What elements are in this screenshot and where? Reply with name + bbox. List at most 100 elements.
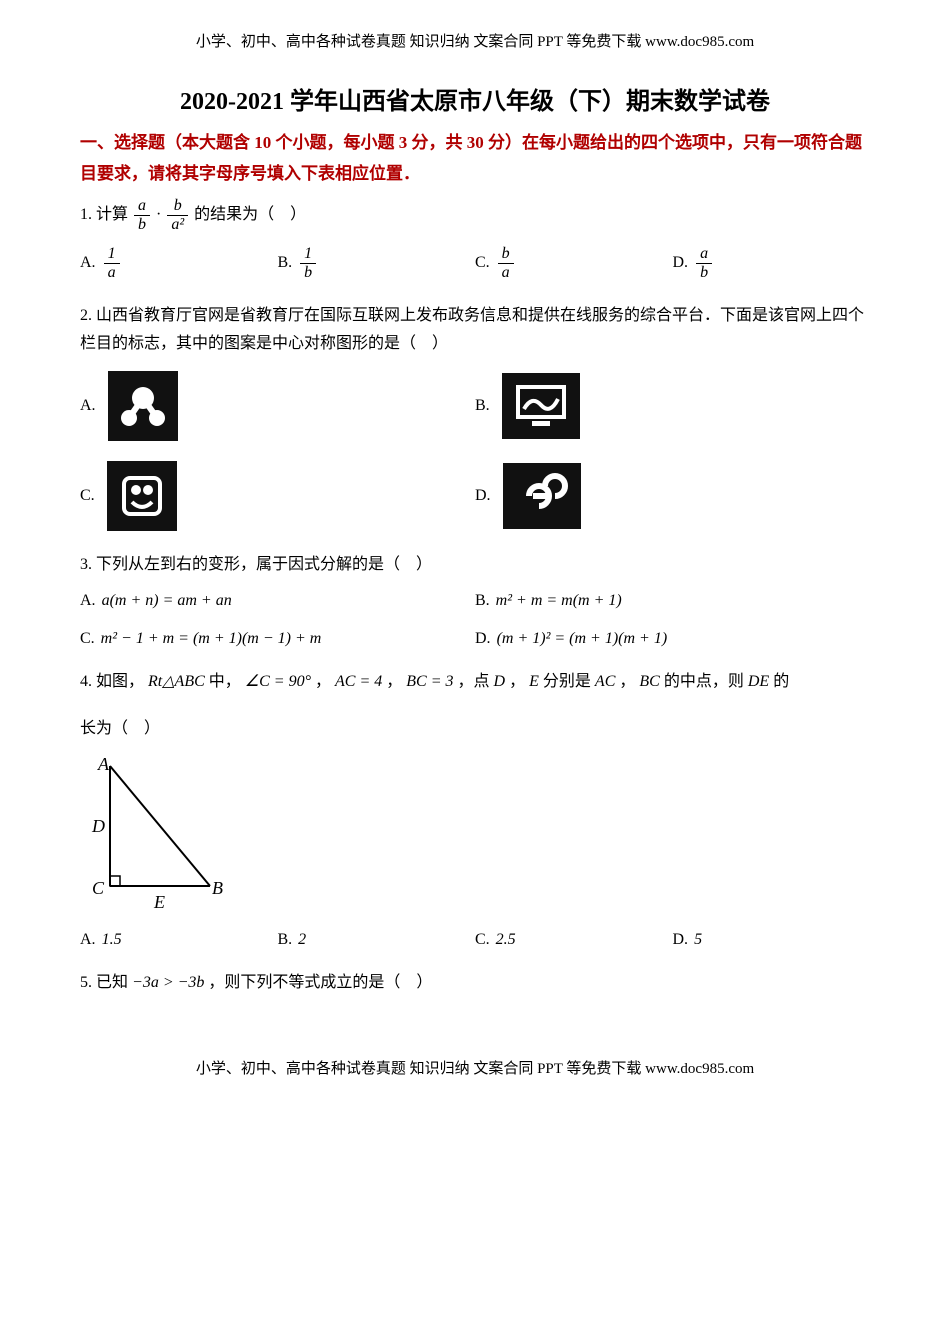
q4-optC: C. 2.5	[475, 931, 673, 949]
q1-frac2: b a²	[167, 197, 188, 233]
q1-options: A. 1a B. 1b C. ba D. ab	[80, 245, 870, 281]
q3-optD-expr: (m + 1)² = (m + 1)(m + 1)	[497, 630, 668, 648]
svg-text:A: A	[97, 756, 110, 774]
q1-optA-label: A.	[80, 254, 96, 272]
q4-p1: 4. 如图，	[80, 673, 144, 690]
q1-A-num: 1	[104, 245, 120, 264]
q4-optB-val: 2	[298, 931, 306, 949]
q4-acl: AC	[595, 673, 615, 690]
q4-p3: 分别是	[543, 673, 591, 690]
q4-c1: ，	[315, 673, 331, 690]
q4-bcl: BC	[639, 673, 659, 690]
q2-optA-label: A.	[80, 397, 96, 415]
q4-de: DE	[748, 673, 769, 690]
question-5: 5. 已知 −3a > −3b ，则下列不等式成立的是（ ）	[80, 969, 870, 998]
q2-optA: A.	[80, 371, 475, 441]
q5-expr: −3a > −3b	[132, 974, 204, 991]
q1-C-den: a	[498, 264, 514, 282]
q5-p1: 5. 已知	[80, 974, 128, 991]
q4-figure: A D C E B	[80, 756, 870, 921]
q4-optA-label: A.	[80, 931, 96, 949]
q4-e: E	[529, 673, 539, 690]
q4-rt: Rt△ABC	[148, 673, 205, 690]
q3-optA: A. a(m + n) = am + an	[80, 592, 475, 610]
page-footer: 小学、初中、高中各种试卷真题 知识归纳 文案合同 PPT 等免费下载 www.d…	[80, 1057, 870, 1078]
q2-optB-label: B.	[475, 397, 490, 415]
q1-B-den: b	[300, 264, 316, 282]
q1-D-num: a	[696, 245, 712, 264]
q2-optC: C.	[80, 461, 475, 531]
q4-d: D	[494, 673, 506, 690]
q4-len: 长为（ ）	[80, 715, 870, 744]
question-3: 3. 下列从左到右的变形，属于因式分解的是（ ）	[80, 551, 870, 580]
q3-optC: C. m² − 1 + m = (m + 1)(m − 1) + m	[80, 630, 475, 648]
svg-text:C: C	[92, 878, 105, 898]
exam-title: 2020-2021 学年山西省太原市八年级（下）期末数学试卷	[80, 81, 870, 116]
q4-optA: A. 1.5	[80, 931, 278, 949]
q3-optC-expr: m² − 1 + m = (m + 1)(m − 1) + m	[101, 630, 322, 648]
q4-c3: ，点	[458, 673, 490, 690]
q4-optD: D. 5	[673, 931, 871, 949]
q1-frac1-num: a	[134, 197, 150, 216]
q2-iconA	[108, 371, 178, 441]
q1-A-den: a	[104, 264, 120, 282]
q1-optD-label: D.	[673, 254, 689, 272]
q3-optD-label: D.	[475, 630, 491, 648]
q1-optB-label: B.	[278, 254, 293, 272]
q4-p4: 的中点，则	[664, 673, 744, 690]
q2-optB: B.	[475, 371, 870, 441]
svg-text:D: D	[91, 816, 105, 836]
q1-frac1: a b	[134, 197, 150, 233]
q1-optA: A. 1a	[80, 245, 278, 281]
q1-frac2-den: a²	[167, 216, 188, 234]
q5-p2: ，则下列不等式成立的是（ ）	[208, 974, 432, 991]
q1-B-num: 1	[300, 245, 316, 264]
svg-text:B: B	[212, 878, 223, 898]
q4-c5: ，	[619, 673, 635, 690]
svg-text:E: E	[153, 892, 165, 912]
q2-iconC	[107, 461, 177, 531]
question-4: 4. 如图， Rt△ABC 中， ∠C = 90° ， AC = 4 ， BC …	[80, 668, 870, 744]
q3-optD: D. (m + 1)² = (m + 1)(m + 1)	[475, 630, 870, 648]
q2-optD-label: D.	[475, 487, 491, 505]
q4-optD-label: D.	[673, 931, 689, 949]
q3-optA-label: A.	[80, 592, 96, 610]
q1-optB: B. 1b	[278, 245, 476, 281]
q4-bc: BC = 3	[406, 673, 453, 690]
q4-options: A. 1.5 B. 2 C. 2.5 D. 5	[80, 931, 870, 949]
q4-angle: ∠C = 90°	[245, 673, 311, 690]
q3-optB: B. m² + m = m(m + 1)	[475, 592, 870, 610]
q2-optD: D.	[475, 461, 870, 531]
q1-prefix: 1. 计算	[80, 206, 128, 223]
page-header: 小学、初中、高中各种试卷真题 知识归纳 文案合同 PPT 等免费下载 www.d…	[80, 30, 870, 51]
q1-frac2-num: b	[167, 197, 188, 216]
q3-optB-expr: m² + m = m(m + 1)	[496, 592, 622, 610]
q1-frac1-den: b	[134, 216, 150, 234]
q4-p2: 中，	[209, 673, 241, 690]
q3-options: A. a(m + n) = am + an B. m² + m = m(m + …	[80, 592, 870, 668]
q2-optC-label: C.	[80, 487, 95, 505]
q4-optD-val: 5	[694, 931, 702, 949]
q3-optA-expr: a(m + n) = am + an	[102, 592, 232, 610]
q1-optD: D. ab	[673, 245, 871, 281]
q1-suffix: 的结果为（ ）	[194, 206, 306, 223]
q1-dot: ·	[156, 206, 161, 223]
q4-optC-label: C.	[475, 931, 490, 949]
q1-optC-label: C.	[475, 254, 490, 272]
question-1: 1. 计算 a b · b a² 的结果为（ ）	[80, 197, 870, 233]
q2-iconD	[503, 463, 581, 529]
q4-p5: 的	[773, 673, 789, 690]
q4-c4: ，	[509, 673, 525, 690]
q4-optB: B. 2	[278, 931, 476, 949]
q1-D-den: b	[696, 264, 712, 282]
q4-optA-val: 1.5	[102, 931, 122, 949]
q1-optC: C. ba	[475, 245, 673, 281]
q4-ac: AC = 4	[335, 673, 382, 690]
section-1-header: 一、选择题（本大题含 10 个小题，每小题 3 分，共 30 分）在每小题给出的…	[80, 128, 870, 189]
q1-C-num: b	[498, 245, 514, 264]
q3-optB-label: B.	[475, 592, 490, 610]
question-2: 2. 山西省教育厅官网是省教育厅在国际互联网上发布政务信息和提供在线服务的综合平…	[80, 302, 870, 360]
q4-c2: ，	[386, 673, 402, 690]
q4-optB-label: B.	[278, 931, 293, 949]
q3-optC-label: C.	[80, 630, 95, 648]
